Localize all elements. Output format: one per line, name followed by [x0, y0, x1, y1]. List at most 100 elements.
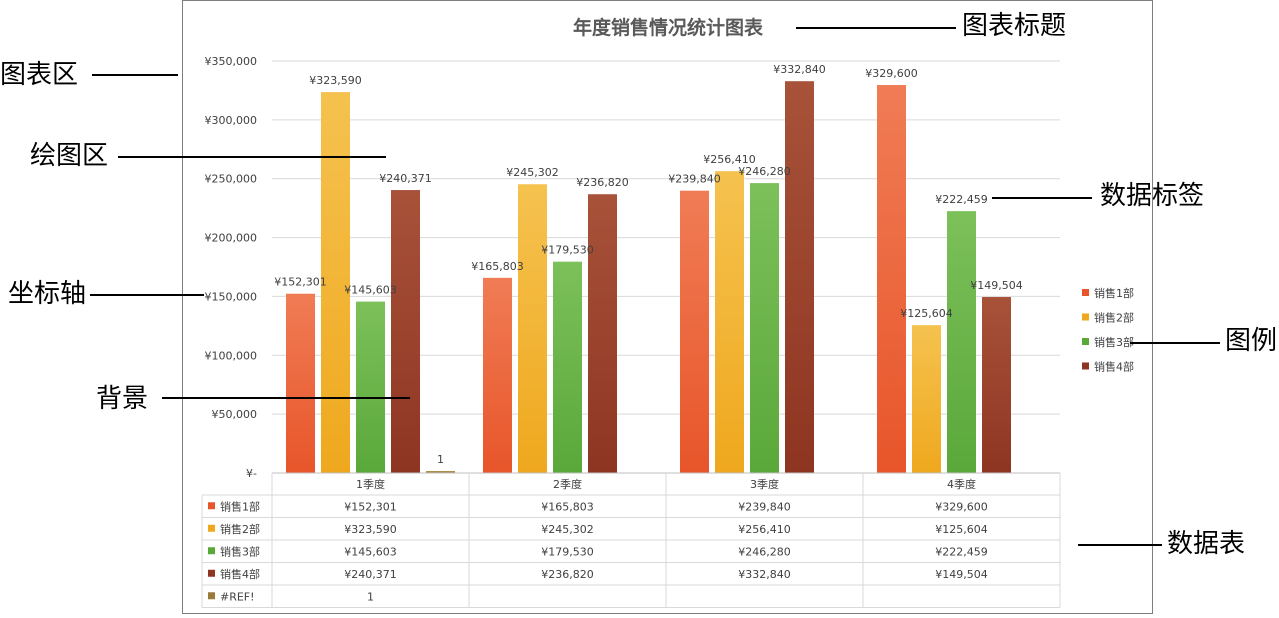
data-label: ¥256,410 — [703, 153, 756, 166]
data-label: ¥236,820 — [576, 176, 629, 189]
data-label: ¥332,840 — [773, 63, 826, 76]
bar — [356, 301, 385, 473]
bar — [680, 190, 709, 473]
table-row-header: 销售3部 — [220, 544, 260, 558]
data-label: ¥240,371 — [379, 172, 432, 185]
callout-chart-title: 图表标题 — [962, 11, 1067, 41]
legend-key — [1082, 338, 1089, 345]
data-label: ¥245,302 — [506, 166, 559, 179]
chart-svg: ¥- ¥50,000 ¥100,000 ¥150,000 ¥200,000 ¥250,00… — [201, 16, 1134, 608]
table-cell: ¥165,803 — [541, 500, 594, 513]
table-legend-key — [208, 547, 215, 555]
leader-data-table — [1078, 544, 1162, 546]
bar — [912, 325, 941, 473]
table-cell: ¥125,604 — [935, 523, 988, 536]
y-tick-label: ¥350,000 — [205, 55, 258, 68]
table-cell: ¥236,820 — [541, 568, 594, 581]
data-label: ¥239,840 — [668, 173, 721, 186]
table-cell: ¥149,504 — [935, 568, 988, 581]
legend-key — [1082, 289, 1089, 296]
bar — [483, 277, 512, 473]
bar — [553, 261, 582, 473]
bar — [982, 297, 1011, 473]
y-tick-label: ¥50,000 — [212, 408, 258, 421]
table-row-header: 销售1部 — [220, 499, 260, 513]
data-label: 1 — [437, 453, 444, 466]
table-cell: ¥179,530 — [541, 545, 594, 558]
table-cell: ¥329,600 — [935, 500, 988, 513]
table-row-header: 销售4部 — [220, 567, 260, 581]
y-tick-label: ¥200,000 — [205, 232, 258, 245]
data-label: ¥179,530 — [541, 244, 594, 257]
callout-data-table: 数据表 — [1167, 529, 1246, 559]
table-cell: ¥246,280 — [738, 545, 791, 558]
legend-label: 销售1部 — [1094, 286, 1134, 300]
bar — [391, 190, 420, 473]
table-legend-key — [208, 569, 215, 577]
y-tick-label: ¥- — [246, 467, 257, 480]
callout-chart-area: 图表区 — [0, 60, 79, 90]
data-label: ¥246,280 — [738, 165, 791, 178]
data-label: ¥165,803 — [471, 260, 524, 273]
callout-axis: 坐标轴 — [8, 279, 87, 309]
bar — [785, 81, 814, 473]
bar — [518, 184, 547, 473]
x-tick-label: 3季度 — [750, 477, 779, 491]
bar — [321, 92, 350, 473]
table-cell: ¥239,840 — [738, 500, 791, 513]
data-label: ¥145,603 — [344, 284, 397, 297]
table-cell: ¥152,301 — [344, 500, 397, 513]
data-label: ¥323,590 — [309, 74, 362, 87]
x-tick-label: 1季度 — [356, 477, 385, 491]
y-axis: ¥- ¥50,000 ¥100,000 ¥150,000 ¥200,000 ¥250,00… — [205, 55, 258, 480]
bar — [286, 293, 315, 473]
leader-data-label — [992, 197, 1092, 199]
table-cell: ¥332,840 — [738, 568, 791, 581]
data-label: ¥125,604 — [900, 307, 953, 320]
leader-background — [162, 397, 410, 399]
chart-title: 年度销售情况统计图表 — [573, 16, 764, 39]
table-legend-key — [208, 502, 215, 510]
legend-label: 销售2部 — [1094, 311, 1134, 325]
callout-data-label: 数据标签 — [1100, 181, 1205, 211]
table-cell: ¥323,590 — [344, 523, 397, 536]
leader-axis — [90, 294, 204, 296]
gridlines — [272, 60, 1060, 415]
y-tick-label: ¥100,000 — [205, 349, 258, 362]
legend-label: 销售3部 — [1094, 335, 1134, 349]
data-label: ¥152,301 — [274, 276, 327, 289]
bar — [750, 183, 779, 473]
table-cell: ¥145,603 — [344, 545, 397, 558]
bar — [947, 211, 976, 473]
callout-legend: 图例 — [1225, 326, 1278, 356]
callout-plot-area: 绘图区 — [30, 141, 109, 171]
chart-area: ¥- ¥50,000 ¥100,000 ¥150,000 ¥200,000 ¥250,00… — [182, 0, 1153, 614]
table-legend-key — [208, 592, 215, 600]
data-label: ¥222,459 — [935, 193, 988, 206]
table-legend-key — [208, 524, 215, 532]
legend-key — [1082, 362, 1089, 370]
table-cell: ¥240,371 — [344, 568, 397, 581]
bar — [715, 171, 744, 473]
table-row-header: #REF! — [220, 590, 255, 603]
y-tick-label: ¥250,000 — [205, 173, 258, 186]
table-row-header: 销售2部 — [220, 522, 260, 536]
leader-plot-area — [118, 156, 386, 158]
legend-label: 销售4部 — [1094, 360, 1134, 374]
table-cell: ¥256,410 — [738, 523, 791, 536]
callout-background: 背景 — [96, 384, 149, 414]
data-label: ¥329,600 — [865, 67, 918, 80]
legend-key — [1082, 313, 1089, 321]
data-label: ¥149,504 — [970, 279, 1023, 292]
x-tick-label: 4季度 — [947, 477, 976, 491]
leader-chart-title — [796, 27, 956, 29]
bars — [272, 81, 1060, 474]
bar — [426, 471, 455, 473]
y-tick-label: ¥300,000 — [205, 114, 258, 127]
leader-legend — [1130, 342, 1220, 344]
table-cell: ¥245,302 — [541, 523, 594, 536]
leader-chart-area — [92, 74, 178, 76]
y-tick-label: ¥150,000 — [205, 290, 258, 303]
